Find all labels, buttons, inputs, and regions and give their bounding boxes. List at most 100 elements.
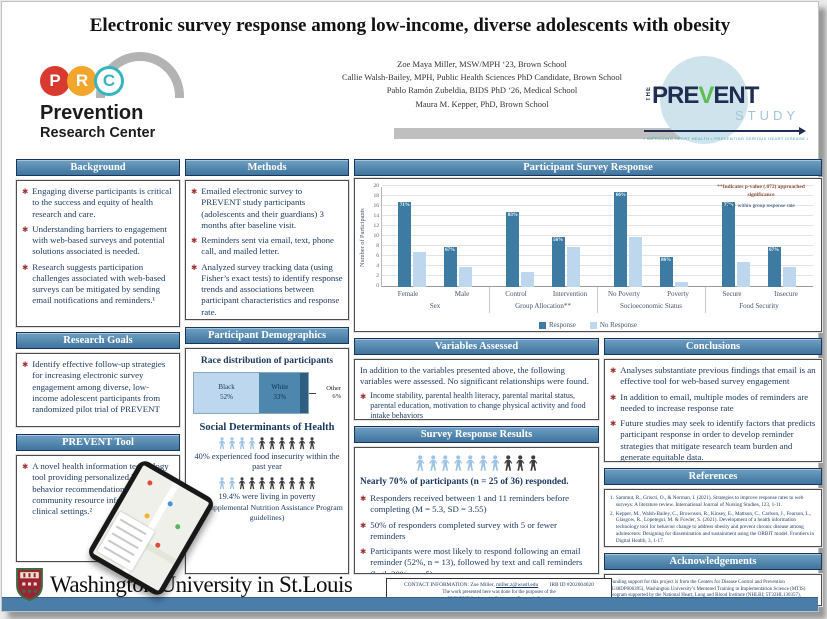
bullet-text: Emailed electronic survey to PREVENT stu… — [201, 186, 324, 230]
y-axis-tick: 8 — [376, 243, 379, 249]
food-insecurity-caption: 40% experienced food insecurity within t… — [194, 452, 340, 472]
reference-item: 1. Sammut, R., Griscti, O., & Norman, I. … — [610, 495, 816, 509]
bullet-item: ✱ Reminders sent via email, text, phone c… — [191, 235, 343, 258]
gridline — [382, 185, 813, 186]
x-category-label: Intervention — [552, 290, 588, 298]
section-box-references: 1. Sammut, R., Griscti, O., & Norman, I. … — [604, 489, 822, 547]
bar-no-response-poverty — [674, 282, 688, 287]
bar-value-label: 67% — [445, 248, 456, 253]
prevent-logo-circle — [660, 56, 748, 144]
prevent-study-logo: THE PREVENT STUDY • IMPROVING HEART HEAL… — [640, 56, 812, 152]
bar-value-label: 71% — [399, 203, 410, 208]
chart-group: 66% 86% No Poverty Poverty Socioeconomic Sta… — [597, 187, 705, 313]
x-category-label: Control — [505, 290, 527, 298]
gridline — [382, 265, 813, 266]
y-axis-tick: 18 — [373, 193, 380, 199]
irb-id: IRB ID #202004020 — [549, 582, 594, 588]
reference-number: 2. — [610, 510, 614, 517]
bullet-item: ✱ Income stability, parental health liter… — [360, 391, 593, 419]
author-line: Maura M. Kepper, PhD, Brown School — [415, 98, 549, 109]
bullet-text: Reminders sent via email, text, phone ca… — [201, 235, 334, 257]
section-header-acknowledgements: Acknowledgements — [604, 553, 822, 570]
person-icon — [528, 455, 537, 471]
person-icon — [503, 455, 512, 471]
reference-text: Sammut, R., Griscti, O., & Norman, I. (2… — [615, 495, 804, 508]
legend-swatch — [589, 321, 597, 329]
gridline — [382, 225, 813, 226]
survey-response-chart: Number of Participants 0 2 4 6 8 10 12 14 16 18 20… — [354, 178, 822, 332]
map-pin-icon — [154, 541, 162, 549]
bullet-item: ✱ Identify effective follow-up strategies… — [22, 359, 174, 415]
bullet-item: ✱ Participants were most likely to respon… — [360, 546, 593, 574]
bar-cluster: 71% — [398, 202, 427, 287]
bar-no-response-male — [458, 267, 472, 287]
bullet-text: Engaging diverse participants is critica… — [32, 186, 172, 219]
bullet-icon: ✱ — [191, 187, 198, 196]
person-icon — [218, 476, 225, 489]
chart-annotation-pvalue: **Indicates p-value (.072) approached si… — [717, 184, 805, 199]
x-category-label: Insecure — [774, 290, 798, 298]
prc-logo-text-1: Prevention — [40, 102, 144, 124]
chart-annotation: **Indicates p-value (.072) approached si… — [705, 183, 817, 210]
person-icon — [289, 476, 296, 489]
legend-item: Response — [539, 321, 576, 329]
prevent-logo-study: STUDY — [735, 108, 800, 123]
bullet-item: ✱ Emailed electronic survey to PREVENT st… — [191, 186, 343, 231]
y-axis-tick: 16 — [373, 203, 380, 209]
variables-bullets: ✱ Income stability, parental health liter… — [360, 391, 593, 419]
bar-response-male: 67% — [443, 247, 457, 287]
header-divider-bar — [394, 128, 682, 139]
bar-no-response-female — [413, 252, 427, 287]
prc-letter-circles: P R C — [40, 66, 124, 96]
x-category-label: Poverty — [667, 290, 689, 298]
person-icon — [453, 455, 462, 471]
race-stacked-bar: Black 52% White 33% — [193, 372, 309, 414]
bullet-icon: ✱ — [610, 392, 617, 402]
gridline — [382, 245, 813, 246]
bullet-item: ✱ 50% of responders completed survey with… — [360, 520, 593, 543]
section-box-results: Nearly 70% of participants (n = 25 of 36… — [354, 447, 599, 574]
person-icon — [248, 476, 256, 489]
contact-name: Zoe Miller, — [470, 582, 495, 588]
map-pin-icon — [174, 523, 182, 531]
prc-letter-r: R — [67, 66, 97, 96]
person-icon — [478, 455, 487, 471]
chart-group: 77% 67% Secure Insecure Food Security — [705, 187, 813, 313]
bar-cluster: 86% — [659, 257, 688, 287]
footer-accent-strip — [2, 597, 818, 611]
person-icon — [466, 455, 475, 471]
y-axis-tick: 12 — [373, 223, 380, 229]
contact-label: CONTACT INFORMATION: — [404, 582, 470, 588]
x-group-label: Socioeconomic Status — [619, 302, 683, 310]
bullet-item: ✱ Responders received between 1 and 11 re… — [360, 493, 593, 516]
bullet-icon: ✱ — [191, 236, 198, 245]
bullet-item: ✱ Understanding barriers to engagement wi… — [22, 224, 174, 258]
bar-no-response-secure — [737, 262, 751, 287]
prc-letter-c: C — [94, 66, 124, 96]
reference-number: 1. — [610, 495, 614, 501]
bar-cluster: 77% — [722, 202, 751, 287]
bar-cluster: 66% — [614, 192, 643, 287]
map-pin-icon — [166, 500, 174, 508]
poverty-icon-row — [191, 476, 343, 490]
author-block: Zoe Maya Miller, MSW/MPH ‘23, Brown Scho… — [302, 58, 662, 111]
bar-response-female: 71% — [398, 202, 412, 287]
bar-no-response-control — [521, 272, 535, 287]
person-icon — [491, 455, 500, 471]
y-axis-tick: 2 — [376, 273, 379, 279]
bullet-text: Responders received between 1 and 11 rem… — [370, 493, 570, 515]
chart-annotation-rate: % = within group response rate — [727, 203, 795, 210]
section-box-methods: ✱ Emailed electronic survey to PREVENT st… — [185, 180, 349, 320]
person-icon — [309, 476, 316, 489]
bullet-item: ✱ Analyses substantiate previous findings… — [610, 365, 816, 388]
chart-legend: Response No Response — [355, 321, 821, 329]
bar-value-label: 77% — [723, 203, 734, 208]
food-insecurity-icon-row — [191, 437, 343, 450]
prevent-logo-arrow — [644, 127, 806, 135]
x-category-label: Female — [397, 290, 419, 298]
person-icon — [278, 437, 286, 450]
bullet-text: Participants were most likely to respond… — [370, 546, 583, 574]
legend-swatch — [539, 321, 546, 329]
section-header-variables: Variables Assessed — [354, 338, 599, 355]
y-axis-tick: 14 — [373, 213, 380, 219]
